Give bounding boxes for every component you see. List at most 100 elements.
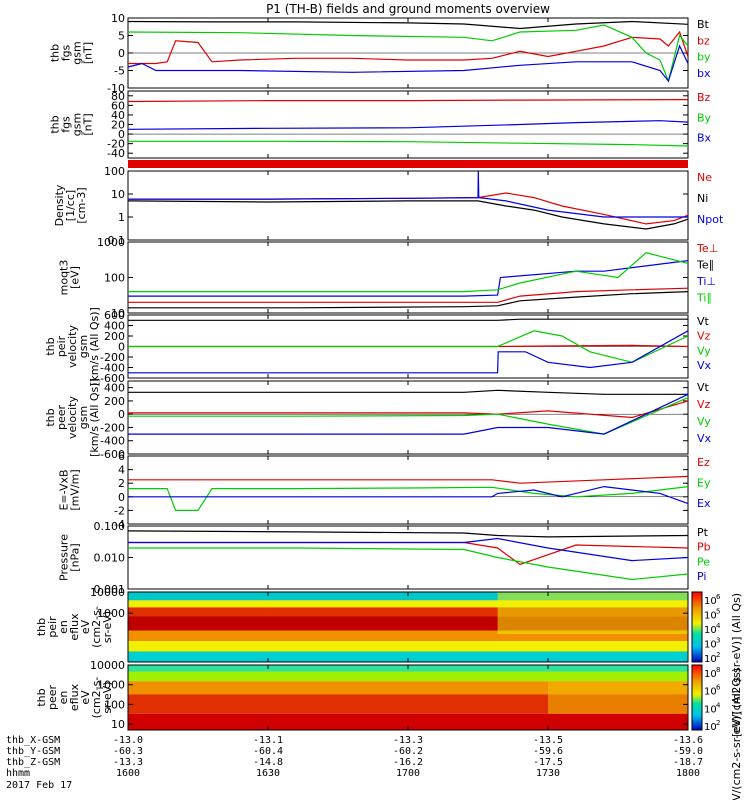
y-axis-label: eflux: [68, 683, 81, 711]
colorbar-tick: 10: [704, 611, 717, 622]
footer-row-label: thb_Y-GSM: [6, 746, 60, 757]
y-tick-label: 2: [118, 477, 125, 490]
footer-value: 1700: [396, 768, 420, 779]
footer-value: -13.6: [673, 735, 703, 746]
legend-Te⊥: Te⊥: [696, 242, 718, 255]
y-axis-label: Pressure: [58, 534, 71, 581]
legend-Ez: Ez: [697, 456, 710, 469]
footer-value: 1630: [256, 768, 280, 779]
y-axis-label: thb: [35, 618, 48, 636]
y-axis-label: velocity: [66, 396, 79, 439]
series-line-Ne: [128, 192, 689, 225]
series-line-Pb: [128, 541, 689, 566]
legend-Ne: Ne: [697, 171, 712, 184]
series-line-Te⊥: [128, 287, 689, 303]
legend-Vt: Vt: [697, 381, 710, 394]
series-line-Vz: [128, 400, 689, 419]
series-line-Vx: [128, 330, 689, 374]
legend-Ti∥: Ti∥: [696, 292, 712, 305]
y-tick-label: -600: [100, 372, 125, 385]
y-tick-label: 5: [118, 30, 125, 43]
series-line-Ez: [128, 475, 689, 484]
footer-value: -13.0: [113, 735, 143, 746]
y-axis-label: peir: [55, 335, 68, 357]
footer-row-label: thb_Z-GSM: [6, 757, 60, 768]
footer-value: 1730: [536, 768, 560, 779]
y-axis-label: eV: [79, 619, 92, 634]
colorbar-tick: 10: [704, 722, 717, 733]
y-axis-label: [km/s (All Qs)]: [88, 307, 101, 386]
y-tick-label: -20: [107, 138, 125, 151]
colorbar-exponent: 4: [716, 701, 721, 709]
series-line-Vt: [128, 389, 688, 395]
y-tick-label: -600: [100, 448, 125, 461]
y-axis-label: peir: [46, 616, 59, 638]
y-axis-label: [cm-3]: [75, 187, 88, 223]
y-tick-label: 4: [118, 464, 125, 477]
y-axis-label: (cm2-s-: [90, 677, 103, 719]
colorbar-tick: 10: [704, 640, 717, 651]
y-axis-label: sr-eV): [101, 681, 114, 713]
footer-value: -13.1: [253, 735, 283, 746]
series-line-Ni: [127, 200, 689, 230]
y-axis-label: thb: [44, 337, 57, 355]
footer-value: -17.5: [533, 757, 563, 768]
y-tick-label: 6: [118, 450, 125, 463]
legend-Pb: Pb: [697, 541, 711, 554]
legend-Vy: Vy: [697, 415, 711, 428]
y-tick-label: 100: [104, 698, 125, 711]
y-axis-label: [eV]: [69, 266, 82, 289]
colorbar: [691, 664, 703, 731]
y-tick-label: 10000: [90, 659, 125, 672]
y-tick-label: 0: [118, 408, 125, 421]
y-tick-label: 400: [104, 382, 125, 395]
y-tick-label: 20: [111, 119, 125, 132]
y-tick-label: 100: [104, 272, 125, 285]
legend-Vy: Vy: [697, 344, 711, 357]
y-tick-label: 10: [111, 188, 125, 201]
legend-Vz: Vz: [697, 398, 711, 411]
y-axis-label: sr-eV): [101, 611, 114, 643]
legend-Vt: Vt: [697, 315, 710, 328]
footer-value: -13.3: [393, 735, 423, 746]
spectrogram: [128, 665, 688, 730]
series-line-Bz: [127, 99, 689, 103]
y-axis-label: moqt3: [58, 260, 71, 296]
y-tick-label: 0.001: [94, 583, 126, 596]
y-axis-label: Density: [53, 184, 66, 226]
footer-ephemeris: thb_X-GSM -13.0 -13.1 -13.3 -13.5 -13.6 thb_Y-…: [6, 735, 703, 791]
colorbar-exponent: 5: [716, 608, 720, 616]
series-line-Bx: [127, 120, 689, 130]
colorbar-tick: 10: [704, 625, 717, 636]
y-axis-label: peer: [46, 685, 59, 711]
footer-date: 2017 Feb 17: [6, 780, 72, 791]
spectrogram: [128, 592, 688, 662]
y-axis-label: gsm: [71, 113, 84, 136]
colorbar-tick: 10: [704, 596, 717, 607]
y-tick-label: 60: [111, 99, 125, 112]
panel-10: 10 100 1000 10000 thbpeerenefluxeV(cm2-s-sr-…: [35, 659, 721, 733]
series-line-Vt: [128, 318, 688, 321]
colorbar-exponent: 6: [716, 684, 721, 692]
footer-value: -59.6: [533, 746, 563, 757]
series-line-Ti⊥: [128, 260, 689, 297]
y-tick-label: 0.100: [94, 520, 126, 533]
panel-4: 10 100 1000 moqt3[eV] Te⊥ Te∥ Ti⊥ Ti∥: [58, 236, 719, 320]
series-line-By: [128, 140, 689, 147]
y-axis-label: thb: [49, 44, 62, 62]
series-line-bx: [127, 44, 689, 83]
footer-value: -59.0: [673, 746, 703, 757]
y-tick-label: 1000: [97, 236, 125, 249]
y-tick-label: 200: [104, 330, 125, 343]
y-axis-label: peer: [55, 405, 68, 431]
y-tick-label: 200: [104, 395, 125, 408]
y-tick-label: 1000: [97, 607, 125, 620]
panel-3: 0.1 1 10 100 Density[1/cc][cm-3] Ne Ni Npot: [53, 165, 724, 247]
footer-value: 1600: [116, 768, 140, 779]
legend-Pi: Pi: [697, 570, 706, 583]
y-axis-label: gsm: [77, 335, 90, 358]
footer-value: -60.2: [393, 746, 423, 757]
